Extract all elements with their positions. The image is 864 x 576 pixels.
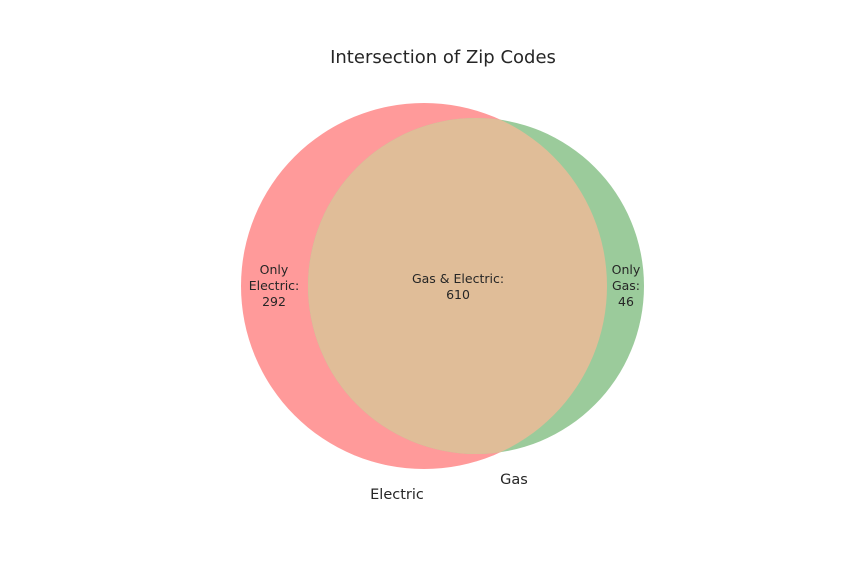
only-gas-label-line: Only — [612, 262, 641, 277]
gas-set-label: Gas — [500, 472, 528, 488]
electric-set-label: Electric — [370, 487, 424, 503]
chart-title: Intersection of Zip Codes — [330, 47, 556, 68]
only-electric-label-line: 292 — [262, 294, 286, 309]
only-gas-label-line: 46 — [618, 294, 634, 309]
only-electric-label: Only Electric: 292 — [249, 262, 300, 309]
only-electric-label-line: Only — [260, 262, 289, 277]
only-gas-label-line: Gas: — [612, 278, 640, 293]
gas-and-electric-label: Gas & Electric: 610 — [412, 271, 504, 302]
only-gas-label: Only Gas: 46 — [612, 262, 641, 309]
gas-and-electric-label-line: Gas & Electric: — [412, 271, 504, 286]
only-electric-label-line: Electric: — [249, 278, 300, 293]
gas-and-electric-label-line: 610 — [446, 287, 470, 302]
